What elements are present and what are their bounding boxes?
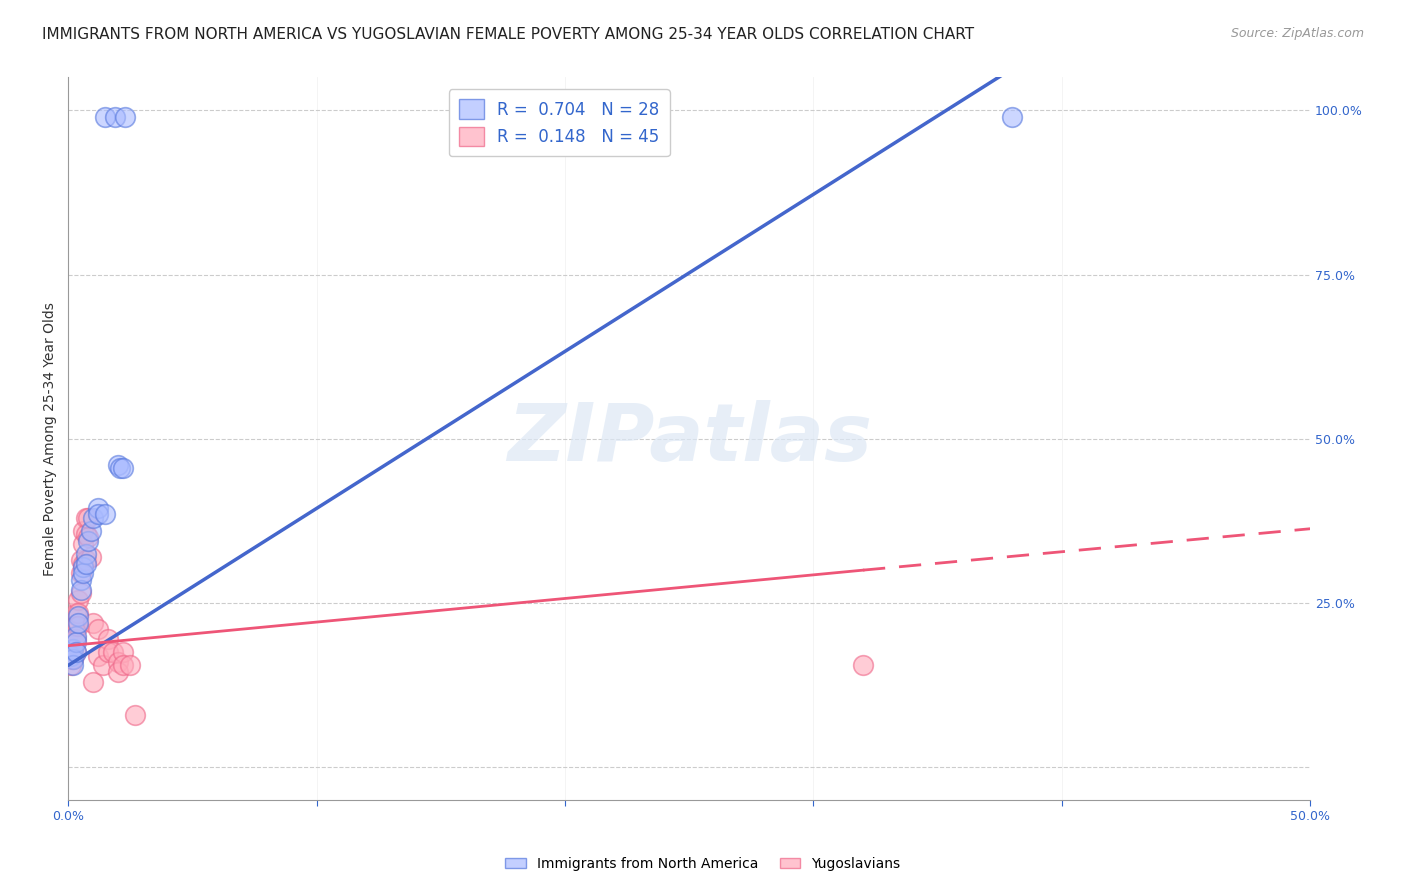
Point bbox=[65, 645, 87, 659]
Point bbox=[94, 110, 117, 124]
Point bbox=[72, 524, 94, 538]
Point bbox=[87, 500, 110, 515]
Point bbox=[75, 547, 97, 561]
Point bbox=[111, 658, 134, 673]
Point bbox=[62, 658, 84, 673]
Point bbox=[75, 510, 97, 524]
Point bbox=[62, 642, 84, 657]
Point bbox=[75, 553, 97, 567]
Point bbox=[77, 510, 100, 524]
Point bbox=[59, 652, 82, 666]
Y-axis label: Female Poverty Among 25-34 Year Olds: Female Poverty Among 25-34 Year Olds bbox=[44, 301, 58, 575]
Point bbox=[124, 707, 146, 722]
Point bbox=[75, 557, 97, 571]
Point bbox=[69, 582, 91, 597]
Point bbox=[110, 461, 132, 475]
Point bbox=[65, 632, 87, 646]
Point bbox=[59, 658, 82, 673]
Point bbox=[72, 557, 94, 571]
Point bbox=[79, 549, 101, 564]
Point bbox=[62, 652, 84, 666]
Point bbox=[79, 524, 101, 538]
Point bbox=[87, 622, 110, 636]
Point bbox=[62, 652, 84, 666]
Point bbox=[72, 566, 94, 581]
Point bbox=[94, 508, 117, 522]
Point bbox=[104, 110, 127, 124]
Point bbox=[65, 645, 87, 659]
Point bbox=[65, 635, 87, 649]
Point bbox=[111, 461, 134, 475]
Point bbox=[59, 648, 82, 663]
Point bbox=[67, 619, 90, 633]
Text: ZIPatlas: ZIPatlas bbox=[506, 400, 872, 478]
Point bbox=[72, 537, 94, 551]
Text: Source: ZipAtlas.com: Source: ZipAtlas.com bbox=[1230, 27, 1364, 40]
Point bbox=[65, 629, 87, 643]
Point bbox=[69, 586, 91, 600]
Point bbox=[69, 566, 91, 581]
Point bbox=[82, 615, 104, 630]
Point bbox=[97, 645, 120, 659]
Point bbox=[72, 559, 94, 574]
Point bbox=[75, 527, 97, 541]
Point bbox=[59, 632, 82, 646]
Point bbox=[62, 632, 84, 646]
Point bbox=[120, 658, 142, 673]
Point bbox=[77, 530, 100, 544]
Point bbox=[97, 632, 120, 646]
Point bbox=[107, 665, 129, 679]
Point bbox=[111, 645, 134, 659]
Point bbox=[77, 533, 100, 548]
Point bbox=[1348, 655, 1371, 669]
Legend: R =  0.704   N = 28, R =  0.148   N = 45: R = 0.704 N = 28, R = 0.148 N = 45 bbox=[449, 89, 669, 156]
Point bbox=[82, 674, 104, 689]
Point bbox=[69, 553, 91, 567]
Point bbox=[67, 592, 90, 607]
Point bbox=[852, 658, 875, 673]
Point bbox=[67, 609, 90, 624]
Point bbox=[62, 619, 84, 633]
Point bbox=[114, 110, 136, 124]
Point bbox=[62, 642, 84, 657]
Point bbox=[91, 658, 114, 673]
Point bbox=[69, 573, 91, 587]
Point bbox=[67, 615, 90, 630]
Point bbox=[67, 606, 90, 620]
Legend: Immigrants from North America, Yugoslavians: Immigrants from North America, Yugoslavi… bbox=[501, 851, 905, 876]
Point bbox=[65, 606, 87, 620]
Point bbox=[107, 655, 129, 669]
Point bbox=[87, 648, 110, 663]
Point bbox=[65, 619, 87, 633]
Point bbox=[107, 458, 129, 472]
Point bbox=[59, 642, 82, 657]
Point bbox=[101, 645, 124, 659]
Text: IMMIGRANTS FROM NORTH AMERICA VS YUGOSLAVIAN FEMALE POVERTY AMONG 25-34 YEAR OLD: IMMIGRANTS FROM NORTH AMERICA VS YUGOSLA… bbox=[42, 27, 974, 42]
Point bbox=[87, 508, 110, 522]
Point bbox=[82, 510, 104, 524]
Point bbox=[1001, 110, 1024, 124]
